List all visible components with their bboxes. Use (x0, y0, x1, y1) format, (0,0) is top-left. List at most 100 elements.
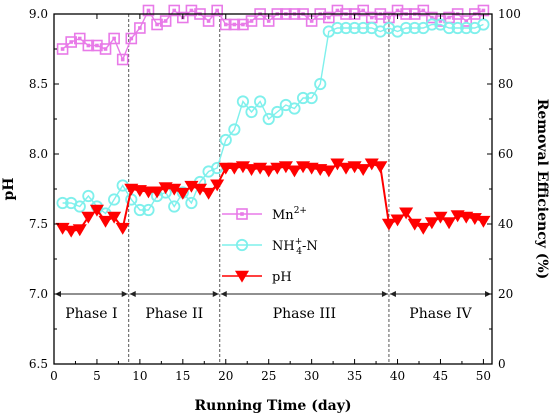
axes-layer: 0 5 10 15 20 25 30 35 40 45 50 6.5 7.0 7.5 8.0 8.5 9.0 0 2… (29, 7, 521, 383)
legend: Mn2+ NH+ 4-N pH (222, 206, 318, 285)
series-2-point (416, 222, 431, 235)
series-2-point (64, 225, 79, 238)
series-1-point (133, 203, 146, 217)
series-1-point (168, 200, 181, 213)
y2-tick-label: 100 (498, 7, 521, 21)
series-0-point (426, 11, 438, 24)
x-tick-label: 15 (175, 369, 190, 383)
series-1-point (245, 105, 258, 119)
y-tick-label: 6.5 (29, 357, 48, 371)
legend-marker (235, 238, 249, 252)
series-0-point (219, 18, 232, 31)
series-0-point (159, 15, 172, 27)
series-0-point (417, 4, 430, 17)
series-0-point (331, 4, 344, 17)
phase-label: Phase IV (409, 306, 472, 322)
series-2-point (244, 164, 259, 176)
series-1-point (357, 21, 370, 35)
x-tick-label: 20 (218, 369, 233, 383)
series-1-point (460, 21, 473, 35)
series-0-point (460, 15, 473, 27)
series-1-point (451, 21, 464, 35)
series-1-point (400, 21, 413, 35)
legend-label: pH (272, 270, 292, 285)
x-tick-label: 25 (261, 369, 276, 383)
series-1-point (314, 77, 327, 91)
series-0-point (108, 32, 120, 45)
series-2-point (261, 165, 276, 178)
series-2-point (373, 161, 388, 174)
series-1-point (348, 21, 361, 35)
series-1-point (185, 196, 198, 210)
series-2-point (476, 215, 491, 228)
series-1-point (254, 95, 267, 108)
series-1-point (142, 203, 155, 217)
y2-tick-label: 20 (498, 287, 513, 301)
series-0-point (202, 15, 215, 27)
legend-label: NH+ 4-N (272, 237, 318, 257)
phase-label: Phase III (273, 306, 336, 322)
series-0-point (142, 4, 155, 17)
series-2-point (175, 187, 190, 200)
series-1-point (82, 189, 95, 203)
series-1-point (477, 18, 490, 31)
phase-arrowhead-right (121, 291, 128, 297)
y-tick-label: 9.0 (29, 7, 48, 21)
series-0-point (168, 4, 181, 17)
series-2-point (424, 217, 439, 230)
x-axis-title: Running Time (day) (195, 398, 352, 414)
series-1-point (288, 102, 301, 115)
y-tick-label: 7.0 (29, 287, 48, 301)
series-1-point (108, 193, 121, 206)
series-2-point (399, 207, 414, 220)
series-1-point (425, 18, 438, 31)
x-tick-label: 30 (304, 369, 319, 383)
phase-arrowhead-right (212, 291, 219, 297)
series-0-point (82, 39, 95, 52)
series-0-point (125, 32, 138, 45)
phase-arrowhead-right (381, 291, 388, 297)
series-0-point (116, 53, 129, 66)
series-1-point (442, 21, 456, 35)
x-tick-label: 5 (93, 369, 101, 383)
y-axis-title: pH (1, 177, 17, 200)
phase-arrowhead-left (220, 291, 227, 297)
y2-tick-label: 60 (498, 147, 513, 161)
series-2-point (218, 162, 233, 175)
series-0-point (185, 4, 198, 17)
series-0-point (134, 22, 146, 34)
series-2-point (107, 211, 122, 224)
y2-axis-title: Removal Efficiency (%) (534, 99, 550, 280)
series-1-point (296, 91, 310, 105)
x-tick-label: 10 (132, 369, 147, 383)
series-0-point (245, 15, 258, 27)
series-1-point (408, 21, 421, 35)
series-2-point (321, 165, 336, 178)
series-2-point (98, 215, 113, 228)
y-tick-label: 7.5 (29, 217, 48, 231)
series-2-point (442, 217, 457, 230)
x-tick-label: 35 (347, 369, 362, 383)
phase-layer: Phase I Phase II Phase III Phase IV (55, 14, 491, 364)
phase-arrowhead-left (389, 291, 396, 297)
series-1-point (262, 112, 275, 126)
y2-tick-label: 0 (498, 357, 506, 371)
series-1-point (73, 200, 86, 213)
y2-tick-label: 80 (498, 77, 513, 91)
series-0-point (228, 18, 241, 31)
series-layer (55, 4, 491, 238)
legend-label-superscript: 2+ (294, 206, 307, 216)
series-0-point (65, 36, 77, 48)
y2-tick-label: 40 (498, 217, 513, 231)
series-1-point (56, 196, 69, 210)
series-1-point (219, 133, 232, 147)
series-0-point (73, 32, 86, 45)
series-2-point (390, 214, 405, 227)
series-1-point (331, 21, 344, 35)
series-0-point (91, 39, 103, 52)
x-tick-label: 45 (433, 369, 448, 383)
phase-label: Phase I (65, 306, 117, 322)
x-tick-label: 50 (476, 369, 491, 383)
series-2-point (210, 179, 225, 192)
series-0-point (151, 18, 163, 31)
